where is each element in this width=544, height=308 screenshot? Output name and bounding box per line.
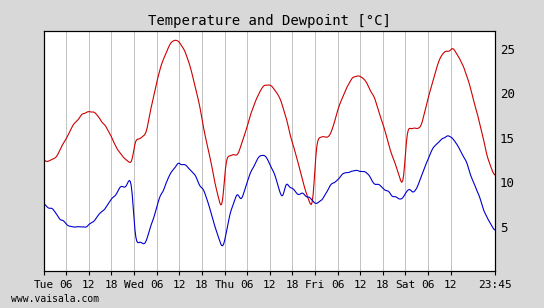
Text: www.vaisala.com: www.vaisala.com — [11, 294, 99, 304]
Title: Temperature and Dewpoint [°C]: Temperature and Dewpoint [°C] — [148, 14, 391, 28]
